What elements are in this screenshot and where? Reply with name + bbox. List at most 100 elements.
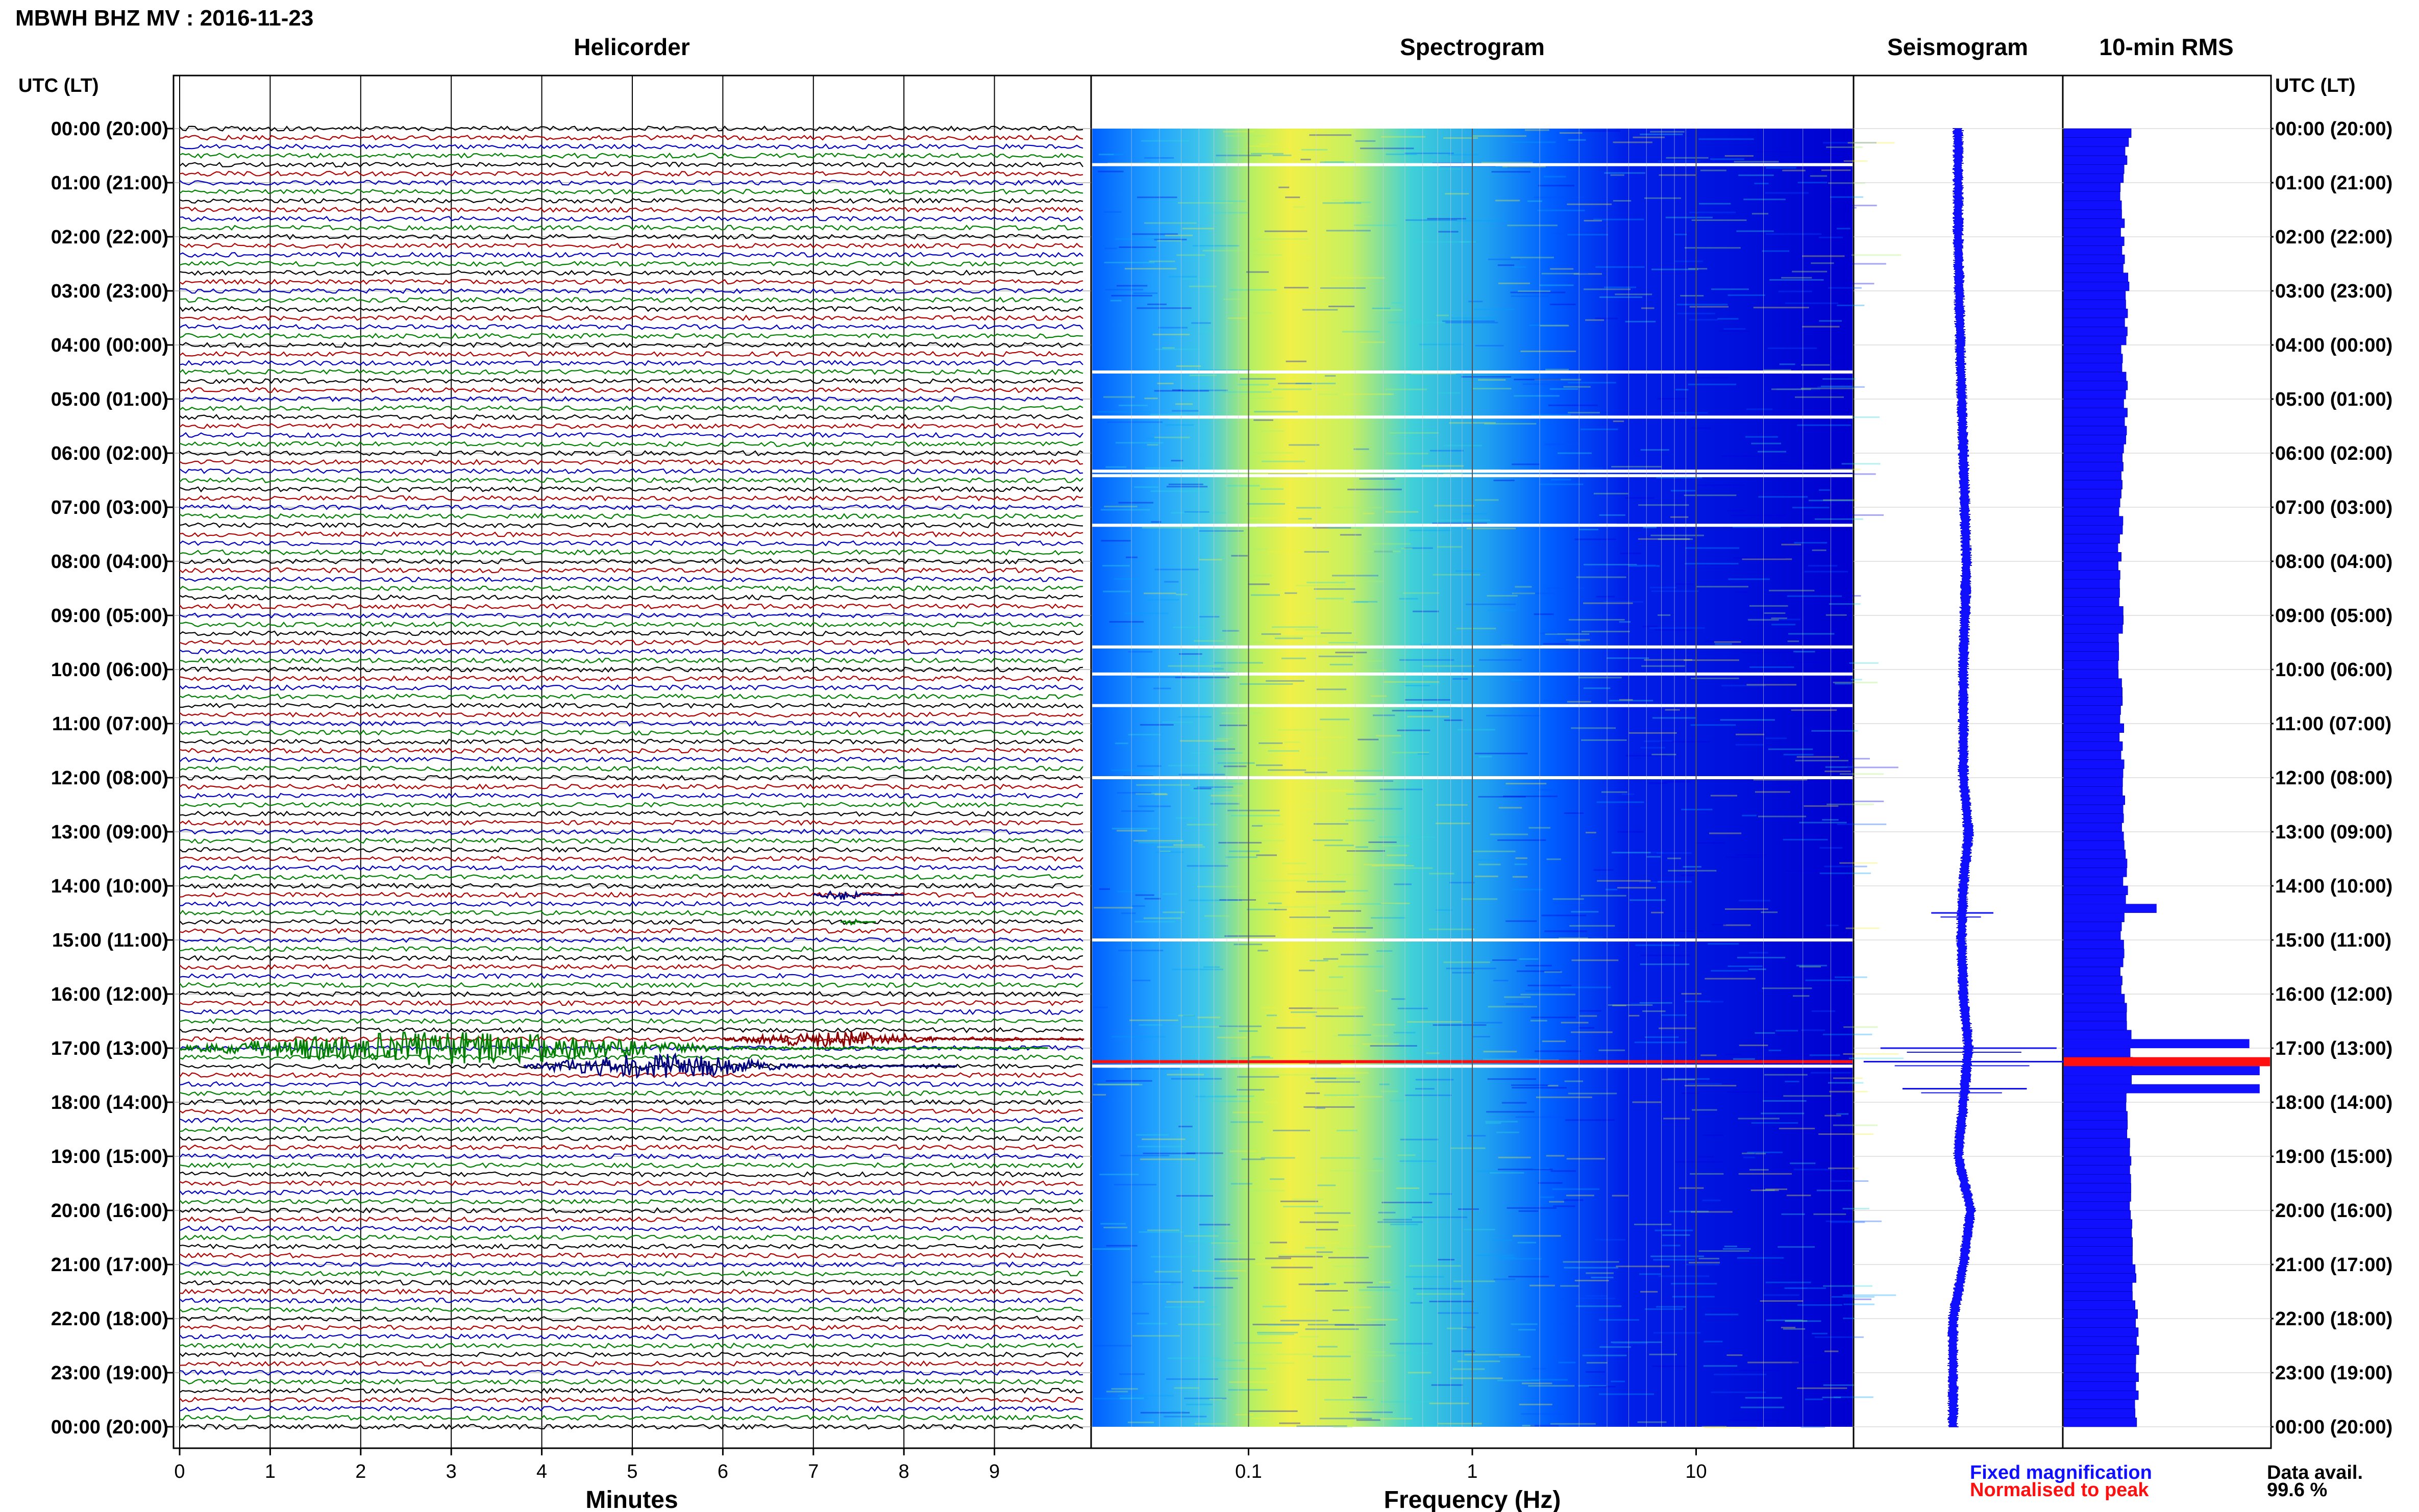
rms-bar <box>2063 949 2125 958</box>
spectrogram-speckle <box>1421 465 1464 467</box>
spectrogram-speckle <box>1620 553 1642 554</box>
spectrogram-speckle <box>1246 271 1269 273</box>
spectrogram-speckle <box>1530 1425 1559 1427</box>
spectrogram-speckle <box>1458 1208 1479 1210</box>
spectrogram-speckle <box>1419 343 1464 345</box>
spectrogram-speckle <box>1162 721 1194 723</box>
spectrogram-speckle <box>1645 1308 1683 1310</box>
spectrogram-speckle <box>1404 1094 1452 1096</box>
spectrogram-speckle <box>1715 643 1732 645</box>
spectrogram-speckle <box>1397 1007 1428 1009</box>
spectrogram-speckle <box>1472 135 1526 137</box>
spectrogram-speckle <box>1317 1346 1338 1348</box>
spectrogram-speckle <box>1230 1121 1263 1123</box>
rms-bar <box>2063 443 2124 454</box>
spectrogram-speckle <box>1248 583 1270 585</box>
spectrogram-speckle <box>1320 287 1366 289</box>
spectrogram-speckle <box>1633 136 1665 138</box>
spectrogram-speckle <box>1466 603 1516 605</box>
spectrogram-speckle <box>1813 1213 1846 1215</box>
spectrogram-speckle <box>1766 167 1796 169</box>
spectrogram-speckle <box>1137 1146 1183 1148</box>
spectrogram-speckle <box>1652 1365 1687 1367</box>
spectrogram-speckle <box>1498 282 1531 284</box>
spectrogram-speckle <box>1412 1216 1467 1218</box>
spectrogram-speckle <box>1628 732 1677 734</box>
spectrogram-speckle <box>1275 1074 1317 1076</box>
spectrogram-speckle <box>1472 850 1516 852</box>
spectrogram-speckle <box>1613 141 1652 143</box>
spectrogram-speckle <box>1154 390 1209 392</box>
spectrogram-speckle <box>1830 196 1863 198</box>
spectrogram-speckle <box>1653 1332 1701 1334</box>
spectrogram-speckle <box>1158 327 1188 329</box>
spectrogram-speckle <box>1191 322 1211 324</box>
spectrogram-speckle <box>1404 547 1433 549</box>
spectrogram-speckle <box>1658 160 1700 162</box>
spectrogram-speckle <box>1342 580 1384 582</box>
spectrogram-speckle <box>1580 428 1618 430</box>
spectrogram-speckle <box>1727 510 1745 512</box>
spectrogram-speckle <box>1432 523 1487 525</box>
spectrogram-speckle <box>1584 220 1602 221</box>
spectrogram-speckle <box>1619 699 1633 701</box>
spectrogram-speckle <box>1781 1213 1805 1215</box>
spectrogram-speckle <box>1451 317 1497 319</box>
time-label-left: 22:00 (18:00) <box>51 1308 168 1330</box>
rms-bar <box>2063 470 2121 481</box>
spectrogram-speckle <box>1499 1258 1542 1260</box>
spectrogram-speckle <box>1791 709 1837 711</box>
rms-bar <box>2063 660 2118 670</box>
spectrogram-speckle <box>1120 1397 1144 1399</box>
spectrogram-speckle <box>1650 1255 1704 1257</box>
spectrogram-speckle <box>1304 551 1329 553</box>
time-label-right: 05:00 (01:00) <box>2275 389 2392 410</box>
spectrogram-speckle <box>1164 581 1179 583</box>
spectrogram-speckle <box>1346 850 1385 852</box>
spectrogram-speckle <box>1345 820 1375 822</box>
spectrogram-speckle <box>1192 1270 1247 1272</box>
spectrogram-speckle <box>1821 385 1853 387</box>
spectrogram-speckle <box>1443 473 1463 475</box>
spectrogram-speckle <box>1723 924 1751 926</box>
spectrogram-speckle <box>1534 196 1584 199</box>
spectrogram-speckle <box>1498 1156 1531 1158</box>
spectrogram-speckle <box>1823 142 1877 144</box>
spectrogram-speckle <box>1328 976 1343 978</box>
rms-bar <box>2063 985 2121 995</box>
spectrogram-speckle <box>1709 832 1742 834</box>
spectrogram-speckle <box>1176 593 1188 596</box>
helicorder-trace-line <box>179 486 1083 492</box>
spectrogram-speckle <box>1739 1045 1768 1046</box>
frequency-axis: 0.1 1 10 <box>1235 1448 1707 1482</box>
spectrogram-speckle <box>1840 773 1884 775</box>
helicorder-trace-line <box>179 170 1083 177</box>
left-axis-header: UTC (LT) <box>18 75 99 96</box>
spectrogram-speckle <box>1727 1091 1768 1093</box>
spectrogram-speckle <box>1278 1256 1323 1258</box>
rms-bar <box>2063 723 2124 733</box>
spectrogram-speckle <box>1663 1118 1690 1120</box>
spectrogram-speckle <box>1514 863 1527 865</box>
spectrogram-speckle <box>1698 1250 1749 1252</box>
spectrogram-speckle <box>1431 1384 1463 1386</box>
spectrogram-speckle <box>1681 993 1701 995</box>
spectrogram-speckle <box>1118 502 1154 504</box>
spectrogram-speckle <box>1497 839 1546 841</box>
spectrogram-speckle <box>1448 154 1479 156</box>
spectrogram-speckle <box>1700 1054 1717 1056</box>
spectrogram-speckle <box>1570 1031 1613 1033</box>
spectrogram-speckle <box>1202 250 1258 252</box>
spectrogram-speckle <box>1165 1306 1218 1308</box>
spectrogram-speckle <box>1670 516 1689 518</box>
spectrogram-speckle <box>1487 595 1518 597</box>
rms-peak-bar <box>2064 1066 2260 1075</box>
spectrogram-speckle <box>1704 640 1733 642</box>
spectrogram-speckle <box>1217 738 1233 740</box>
spectrogram-speckle <box>1242 312 1272 314</box>
spectrogram-speckle <box>1378 1281 1391 1283</box>
spectrogram-speckle <box>1666 157 1709 159</box>
spectrogram-speckle <box>1573 273 1602 275</box>
spectrogram-speckle <box>1659 1027 1697 1029</box>
spectrogram-speckle <box>1142 1138 1186 1141</box>
